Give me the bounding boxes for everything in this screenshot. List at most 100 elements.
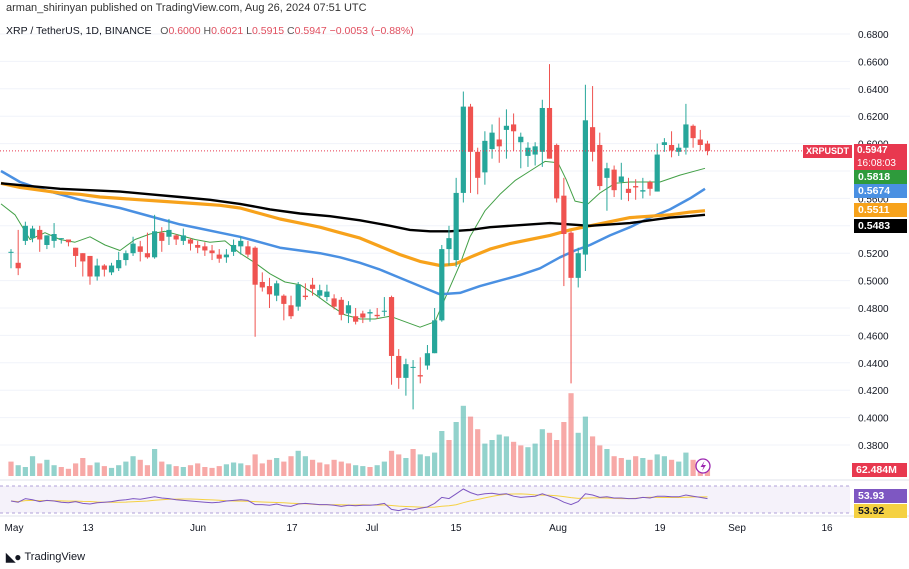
volume-bar [94,462,100,476]
volume-bar [625,459,632,476]
volume-bar [216,466,222,476]
candle-body [202,246,208,251]
candle-body [424,353,431,366]
volume-bar [690,459,696,476]
alert-icon[interactable] [695,458,711,474]
candle-body [281,295,287,304]
candle-body [417,375,423,377]
volume-bar [532,443,538,476]
candle-body [582,120,588,255]
candle-body [625,188,632,193]
low-value: 0.5915 [251,25,285,37]
volume-bar [144,465,151,476]
open-value: 0.6000 [168,25,201,37]
high-value: 0.6021 [211,25,244,37]
candle-body [144,253,151,258]
volume-bar [202,467,208,476]
volume-bar [511,441,517,476]
volume-bar [374,465,380,476]
candle-body [73,247,79,256]
candle-body [704,143,711,151]
time-tick-label: Jul [366,523,379,534]
candle-body [288,305,294,317]
volume-bar [568,393,574,476]
brand-name: TradingView [24,551,86,563]
volume-bar [604,449,610,476]
volume-bar [518,445,524,476]
volume-bar [209,467,215,476]
volume-bar [281,461,287,476]
volume-bar [223,464,229,476]
volume-bar [29,456,36,476]
volume-bar [173,466,179,476]
volume-bar [309,459,316,476]
candle-body [331,298,337,307]
volume-bar [554,440,560,476]
volume-bar [274,458,280,476]
candle-body [374,314,380,317]
volume-bar [388,450,395,476]
volume-bar [15,465,21,476]
candle-body [166,229,172,237]
change-value: −0.0053 (−0.88%) [329,25,414,37]
volume-bar [496,434,502,476]
candle-body [668,144,675,151]
candle-body [216,254,222,259]
candle-body [245,246,251,255]
ma-black-badge: 0.5483 [854,219,907,233]
time-axis[interactable]: May 13 Jun 17 Jul 15 Aug 19 Sep 16 [5,523,833,534]
time-tick-label: 13 [82,523,94,534]
volume-bar [288,456,294,476]
volume-bar [324,464,330,476]
volume-bar [22,467,28,476]
candle-body [338,299,344,315]
open-label: O [160,25,169,37]
tradingview-logo-icon: ◣● [6,550,22,564]
price-tick-label: 0.5200 [858,249,889,260]
candle-body [640,190,646,192]
candle-body [345,305,352,314]
volume-bar [633,456,639,476]
candle-body [101,265,107,270]
candle-body [604,168,610,178]
ma-line-green [0,160,706,328]
candle-body [187,239,194,244]
volume-bar [381,461,387,476]
volume-bar [8,461,14,476]
candle-body [252,247,258,285]
volume-bar [238,463,244,476]
candle-body [496,139,502,147]
symbol-legend: XRP / TetherUS, 1D, BINANCE O0.6000 H0.6… [6,25,414,37]
time-tick-label: 19 [654,523,666,534]
volume-bar [417,454,423,476]
tradingview-brand[interactable]: ◣● TradingView [6,550,85,564]
symbol-badge: XRPUSDT [803,145,852,158]
candle-body [439,249,445,321]
volume-bar [195,463,201,476]
volume-bar [137,459,143,476]
candle-body [29,228,36,239]
candle-body [388,297,395,356]
candle-body [159,232,165,241]
price-tick-label: 0.4000 [858,414,889,425]
candle-body [238,240,244,247]
volume-bar [410,449,416,476]
volume-bar [58,467,64,476]
volume-bar [475,429,481,476]
price-axis[interactable]: 0.68000.66000.64000.62000.60000.58000.56… [858,30,889,452]
candle-body [690,125,696,139]
candle-body [130,243,136,254]
candle-body [15,262,21,269]
volume-bar [424,456,431,476]
volume-bar [266,459,273,476]
volume-bar [302,456,308,476]
candle-body [654,154,660,192]
volume-bar [331,459,337,476]
symbol-name[interactable]: XRP / TetherUS, 1D, BINANCE [6,25,152,37]
volume-bar [618,458,624,476]
volume-bar [345,463,352,476]
volume-bar [295,450,301,476]
candle-body [554,144,560,199]
candle-body [432,320,438,354]
